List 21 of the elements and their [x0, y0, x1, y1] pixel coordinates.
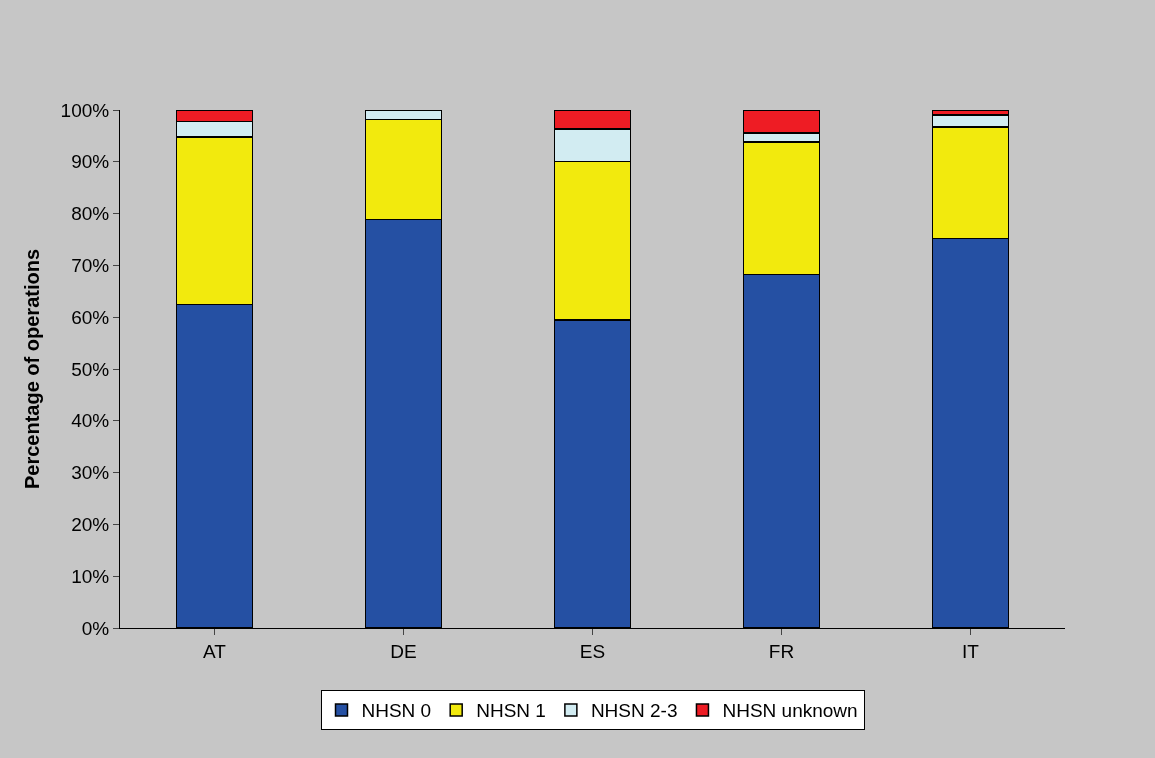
y-tick-label: 20% — [71, 514, 110, 536]
y-tick-label: 80% — [71, 203, 110, 225]
x-tick-label: IT — [962, 640, 980, 662]
y-tick-label: 10% — [71, 565, 110, 587]
y-tick-label: 100% — [60, 99, 110, 121]
y-tick-label: 90% — [71, 151, 110, 173]
x-tick-label: FR — [768, 640, 795, 662]
y-tick-label: 0% — [81, 617, 110, 639]
y-tick-label: 30% — [71, 462, 110, 484]
y-tick-label: 60% — [71, 306, 110, 328]
x-tick-label: ES — [579, 640, 606, 662]
y-tick-label: 50% — [71, 358, 110, 380]
legend-label: NHSN 0 — [361, 700, 432, 722]
legend-label: NHSN 2-3 — [590, 700, 678, 722]
legend-label: NHSN 1 — [476, 700, 546, 722]
y-tick-label: 40% — [71, 410, 110, 432]
y-tick-label: 70% — [71, 255, 110, 277]
y-axis-title: Percentage of operations — [21, 248, 44, 490]
legend-label: NHSN unknown — [722, 700, 858, 722]
x-tick-label: DE — [390, 640, 417, 662]
x-tick-label: AT — [203, 640, 227, 662]
